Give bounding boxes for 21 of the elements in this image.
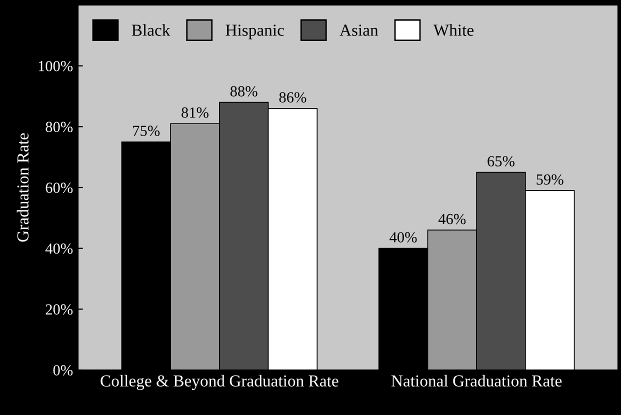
y-tick-label: 80% <box>46 122 73 132</box>
data-label: 59% <box>536 174 564 185</box>
data-label: 86% <box>279 92 306 103</box>
data-label: 65% <box>488 156 514 166</box>
legend-label: Hispanic <box>226 24 284 40</box>
data-label: 88% <box>230 86 258 96</box>
y-tick-label: 100% <box>38 60 73 72</box>
legend-label: Asian <box>340 24 378 36</box>
legend-label: Black <box>132 24 170 36</box>
data-label: 46% <box>438 214 466 224</box>
data-label: 81% <box>182 107 208 118</box>
y-tick-label: 20% <box>46 304 73 315</box>
data-label: 40% <box>390 232 417 242</box>
data-label: 75% <box>133 126 160 136</box>
y-tick-label: 60% <box>46 182 73 193</box>
legend-label: White <box>433 24 474 36</box>
y-tick-label: 40% <box>45 243 73 254</box>
y-tick-label: 0% <box>53 365 73 376</box>
x-tick-label: College & Beyond Graduation Rate <box>100 374 338 390</box>
y-axis-title: Graduation Rate <box>16 133 29 242</box>
x-tick-label: National Graduation Rate <box>391 374 562 387</box>
